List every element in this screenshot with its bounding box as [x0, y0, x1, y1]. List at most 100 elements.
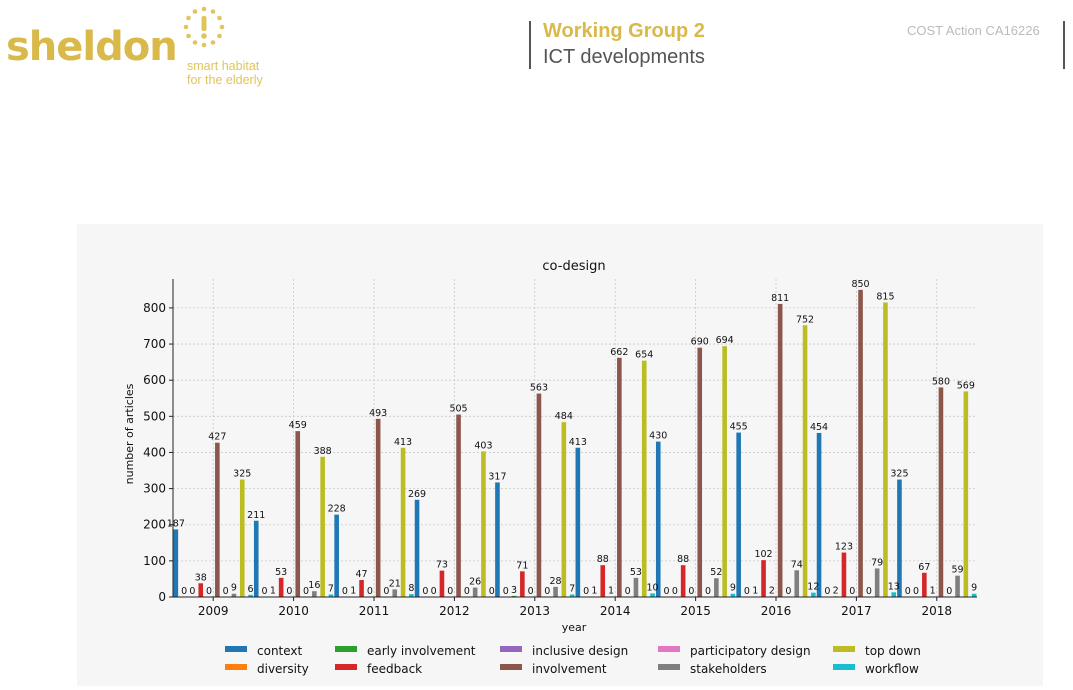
bar	[562, 422, 567, 597]
bar	[939, 387, 944, 597]
legend-label: early involvement	[367, 644, 476, 658]
bar-value-label: 187	[167, 518, 185, 529]
bar-value-label: 74	[791, 559, 803, 570]
bar-value-label: 580	[932, 376, 950, 387]
bar-value-label: 459	[289, 420, 307, 431]
bar	[794, 570, 799, 597]
bar-value-label: 0	[905, 586, 911, 597]
logo-exclamation-icon	[182, 5, 226, 49]
x-tick-label: 2010	[278, 604, 309, 618]
bar-value-label: 228	[328, 504, 346, 515]
bar	[875, 568, 880, 597]
bar-value-label: 455	[730, 422, 748, 433]
working-group-title: Working Group 2	[543, 20, 705, 43]
bar-value-label: 493	[369, 408, 387, 419]
bar-value-label: 403	[474, 440, 492, 451]
y-axis-label: number of articles	[123, 383, 136, 484]
bar-value-label: 325	[233, 469, 251, 480]
bar-value-label: 88	[677, 554, 689, 565]
bar-value-label: 26	[469, 577, 481, 588]
bar-value-label: 430	[649, 431, 667, 442]
bar-value-label: 0	[262, 586, 268, 597]
bar	[697, 348, 702, 597]
bar-value-label: 79	[871, 557, 883, 568]
bar-value-label: 569	[957, 380, 975, 391]
bar-value-label: 0	[464, 586, 470, 597]
legend-swatch	[225, 664, 247, 670]
x-tick-label: 2014	[600, 604, 631, 618]
bar	[617, 358, 622, 597]
bar-value-label: 815	[876, 291, 894, 302]
bar-value-label: 3	[511, 585, 517, 596]
bar-value-label: 2	[833, 585, 839, 596]
legend-label: stakeholders	[690, 662, 767, 676]
bar	[359, 580, 364, 597]
bar-value-label: 0	[625, 586, 631, 597]
legend-swatch	[658, 646, 680, 652]
bar-value-label: 53	[630, 567, 642, 578]
bar-value-label: 28	[550, 576, 562, 587]
bar-value-label: 388	[314, 446, 332, 457]
bar	[922, 573, 927, 597]
legend-swatch	[500, 664, 522, 670]
bar-value-label: 71	[516, 560, 528, 571]
legend-label: top down	[865, 644, 921, 658]
legend-swatch	[658, 664, 680, 670]
bar-value-label: 752	[796, 314, 814, 325]
bar	[803, 325, 808, 597]
bar	[761, 560, 766, 597]
working-group-subtitle: ICT developments	[543, 46, 705, 69]
legend-swatch	[335, 664, 357, 670]
x-tick-label: 2018	[922, 604, 953, 618]
legend-label: involvement	[532, 662, 607, 676]
bar	[334, 515, 339, 597]
bar-value-label: 0	[489, 586, 495, 597]
bar-value-label: 0	[785, 586, 791, 597]
bar	[714, 578, 719, 597]
bar-value-label: 0	[946, 586, 952, 597]
legend-swatch	[335, 646, 357, 652]
logo-tagline-line-2: for the elderly	[187, 73, 263, 87]
y-tick-label: 400	[143, 445, 166, 459]
bar-value-label: 8	[408, 583, 414, 594]
bar-value-label: 0	[189, 586, 195, 597]
bar-value-label: 0	[583, 586, 589, 597]
y-tick-label: 300	[143, 482, 166, 496]
bar-value-label: 1	[608, 586, 614, 597]
bar-value-label: 0	[688, 586, 694, 597]
bar	[320, 457, 325, 597]
bar	[778, 304, 783, 597]
bar-value-label: 0	[422, 586, 428, 597]
bar-value-label: 38	[195, 572, 207, 583]
x-axis-label: year	[562, 621, 587, 634]
bar-value-label: 563	[530, 383, 548, 394]
x-tick-label: 2011	[359, 604, 390, 618]
bar-value-label: 0	[206, 586, 212, 597]
bar-value-label: 16	[308, 580, 320, 591]
bar	[955, 576, 960, 597]
legend-swatch	[833, 664, 855, 670]
bar	[279, 578, 284, 597]
bar	[376, 419, 381, 597]
bar	[642, 361, 647, 597]
bar-value-label: 850	[851, 279, 869, 290]
bar	[858, 290, 863, 597]
bar	[964, 391, 969, 597]
bar-value-label: 654	[635, 350, 653, 361]
chart-title: co-design	[542, 259, 605, 274]
bar-value-label: 505	[449, 404, 467, 415]
bar-value-label: 9	[730, 583, 736, 594]
bar-value-label: 0	[705, 586, 711, 597]
bar-value-label: 0	[431, 586, 437, 597]
logo-tagline: smart habitat for the elderly	[187, 59, 263, 87]
bar-value-label: 325	[890, 469, 908, 480]
bar	[174, 529, 179, 597]
x-tick-label: 2017	[841, 604, 872, 618]
bar-value-label: 484	[555, 411, 573, 422]
bar-value-label: 0	[286, 586, 292, 597]
bar-value-label: 9	[971, 583, 977, 594]
bar	[401, 448, 406, 597]
bar	[883, 302, 888, 597]
